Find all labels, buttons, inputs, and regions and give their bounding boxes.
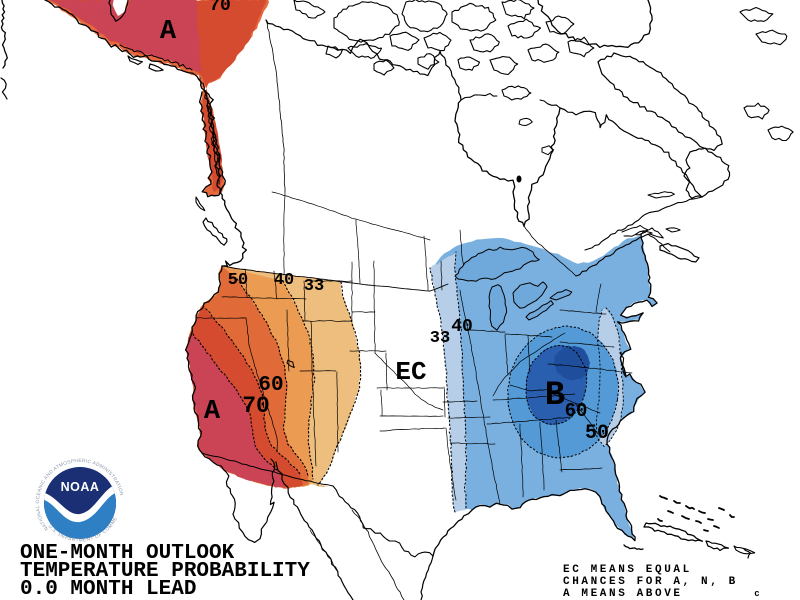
svg-text:A: A — [204, 397, 221, 427]
svg-text:70: 70 — [242, 393, 270, 419]
svg-text:60: 60 — [565, 400, 588, 422]
svg-text:EC: EC — [395, 357, 426, 387]
svg-text:0.0 MONTH LEAD: 0.0 MONTH LEAD — [20, 578, 196, 600]
svg-text:50: 50 — [585, 422, 609, 445]
svg-text:40: 40 — [274, 271, 294, 290]
svg-text:TEMPERATURE PROBABILITY: TEMPERATURE PROBABILITY — [20, 560, 310, 583]
svg-text:B: B — [545, 377, 565, 415]
svg-text:A MEANS ABOVE: A MEANS ABOVE — [563, 588, 683, 600]
svg-text:60: 60 — [258, 374, 283, 397]
svg-text:A: A — [160, 17, 177, 47]
svg-text:33: 33 — [304, 277, 324, 296]
svg-text:33: 33 — [430, 329, 450, 348]
svg-text:ONE-MONTH OUTLOOK: ONE-MONTH OUTLOOK — [20, 542, 235, 565]
svg-text:50: 50 — [228, 271, 248, 290]
svg-text:NOAA: NOAA — [61, 480, 100, 494]
svg-text:c: c — [754, 589, 759, 599]
svg-text:CHANCES FOR A, N, B: CHANCES FOR A, N, B — [563, 576, 738, 588]
svg-text:40: 40 — [451, 317, 473, 337]
svg-text:EC MEANS EQUAL: EC MEANS EQUAL — [563, 564, 692, 576]
svg-text:70: 70 — [209, 0, 231, 16]
